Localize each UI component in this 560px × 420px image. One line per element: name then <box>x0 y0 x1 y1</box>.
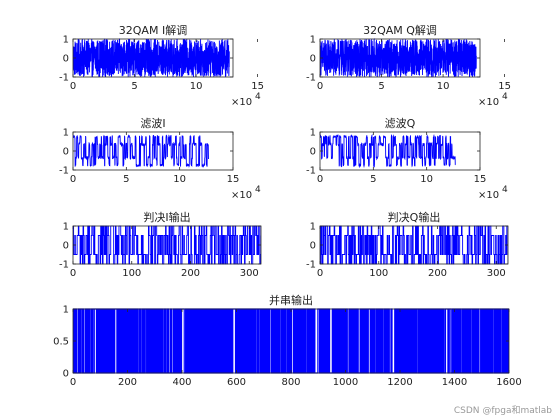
x-tick-label: 0 <box>317 81 323 92</box>
x-exponent-label: ×10 <box>478 190 499 201</box>
y-tick-label: -1 <box>306 260 316 271</box>
subplot-title: 32QAM I解调 <box>119 23 187 37</box>
x-exponent-power: 4 <box>255 185 261 195</box>
x-exponent-label: ×10 <box>478 97 499 108</box>
subplot-title: 判决Q输出 <box>388 210 441 224</box>
y-tick-label: 1 <box>63 305 69 316</box>
watermark: CSDN @fpga和matlab <box>454 405 552 416</box>
x-tick-label: 15 <box>498 81 511 92</box>
y-tick-label: 0 <box>63 241 69 252</box>
x-exponent-power: 4 <box>502 185 508 195</box>
x-tick-label: 1200 <box>387 377 412 388</box>
subplot-title: 滤波I <box>140 117 165 130</box>
y-tick-label: 0 <box>63 369 69 380</box>
x-tick-label: 10 <box>437 81 450 92</box>
y-tick-label: -1 <box>306 166 316 177</box>
x-exponent-power: 4 <box>502 92 508 102</box>
x-tick-label: 5 <box>131 81 137 92</box>
x-tick-label: 1000 <box>333 377 358 388</box>
x-tick-label: 0 <box>70 81 76 92</box>
x-tick-label: 0 <box>317 268 323 279</box>
y-tick-label: 0.5 <box>53 337 69 348</box>
y-tick-label: -1 <box>59 166 69 177</box>
x-tick-label: 800 <box>281 377 300 388</box>
series-line <box>73 134 209 168</box>
y-tick-label: -1 <box>306 73 316 84</box>
y-tick-label: 0 <box>310 147 316 158</box>
subplot-title: 并串输出 <box>269 293 313 307</box>
x-exponent-label: ×10 <box>231 97 252 108</box>
x-tick-label: 5 <box>123 174 129 185</box>
subplot-title: 32QAM Q解调 <box>363 23 437 37</box>
x-exponent-label: ×10 <box>231 190 252 201</box>
series-line <box>73 38 230 78</box>
x-tick-label: 1400 <box>442 377 467 388</box>
series-line <box>320 133 456 169</box>
x-tick-label: 5 <box>370 174 376 185</box>
x-exponent-power: 4 <box>255 92 261 102</box>
y-tick-label: 0 <box>63 147 69 158</box>
x-tick-label: 10 <box>420 174 433 185</box>
y-tick-label: 0 <box>310 54 316 65</box>
x-tick-label: 100 <box>369 268 388 279</box>
subplot-title: 判决I输出 <box>143 210 190 224</box>
y-tick-label: 0 <box>310 241 316 252</box>
series-line <box>73 225 261 265</box>
y-tick-label: 1 <box>63 128 69 139</box>
y-tick-label: 1 <box>63 222 69 233</box>
x-tick-label: 400 <box>172 377 191 388</box>
y-tick-label: 1 <box>63 35 69 46</box>
x-tick-label: 300 <box>240 268 259 279</box>
x-tick-label: 300 <box>487 268 506 279</box>
x-tick-label: 0 <box>70 268 76 279</box>
y-tick-label: -1 <box>59 260 69 271</box>
x-tick-label: 200 <box>428 268 447 279</box>
x-tick-label: 10 <box>190 81 203 92</box>
x-tick-label: 10 <box>173 174 186 185</box>
x-tick-label: 1600 <box>496 377 521 388</box>
subplot-title: 滤波Q <box>385 117 416 130</box>
series-line <box>320 38 477 78</box>
x-tick-label: 15 <box>251 81 264 92</box>
x-tick-label: 0 <box>317 174 323 185</box>
x-tick-label: 600 <box>227 377 246 388</box>
x-tick-label: 200 <box>181 268 200 279</box>
x-tick-label: 100 <box>122 268 141 279</box>
x-tick-label: 15 <box>227 174 240 185</box>
x-tick-label: 15 <box>474 174 487 185</box>
x-tick-label: 5 <box>378 81 384 92</box>
series-line <box>73 308 509 374</box>
subplot-7: 0 200 400 600 800 1000 1200 1400 1600 0 0.5 1 并串输出 <box>53 293 522 388</box>
x-tick-label: 200 <box>118 377 137 388</box>
y-tick-label: 0 <box>63 54 69 65</box>
x-tick-label: 0 <box>70 377 76 388</box>
y-tick-label: 1 <box>310 35 316 46</box>
x-tick-label: 0 <box>70 174 76 185</box>
y-tick-label: 1 <box>310 222 316 233</box>
y-tick-label: -1 <box>59 73 69 84</box>
y-tick-label: 1 <box>310 128 316 139</box>
